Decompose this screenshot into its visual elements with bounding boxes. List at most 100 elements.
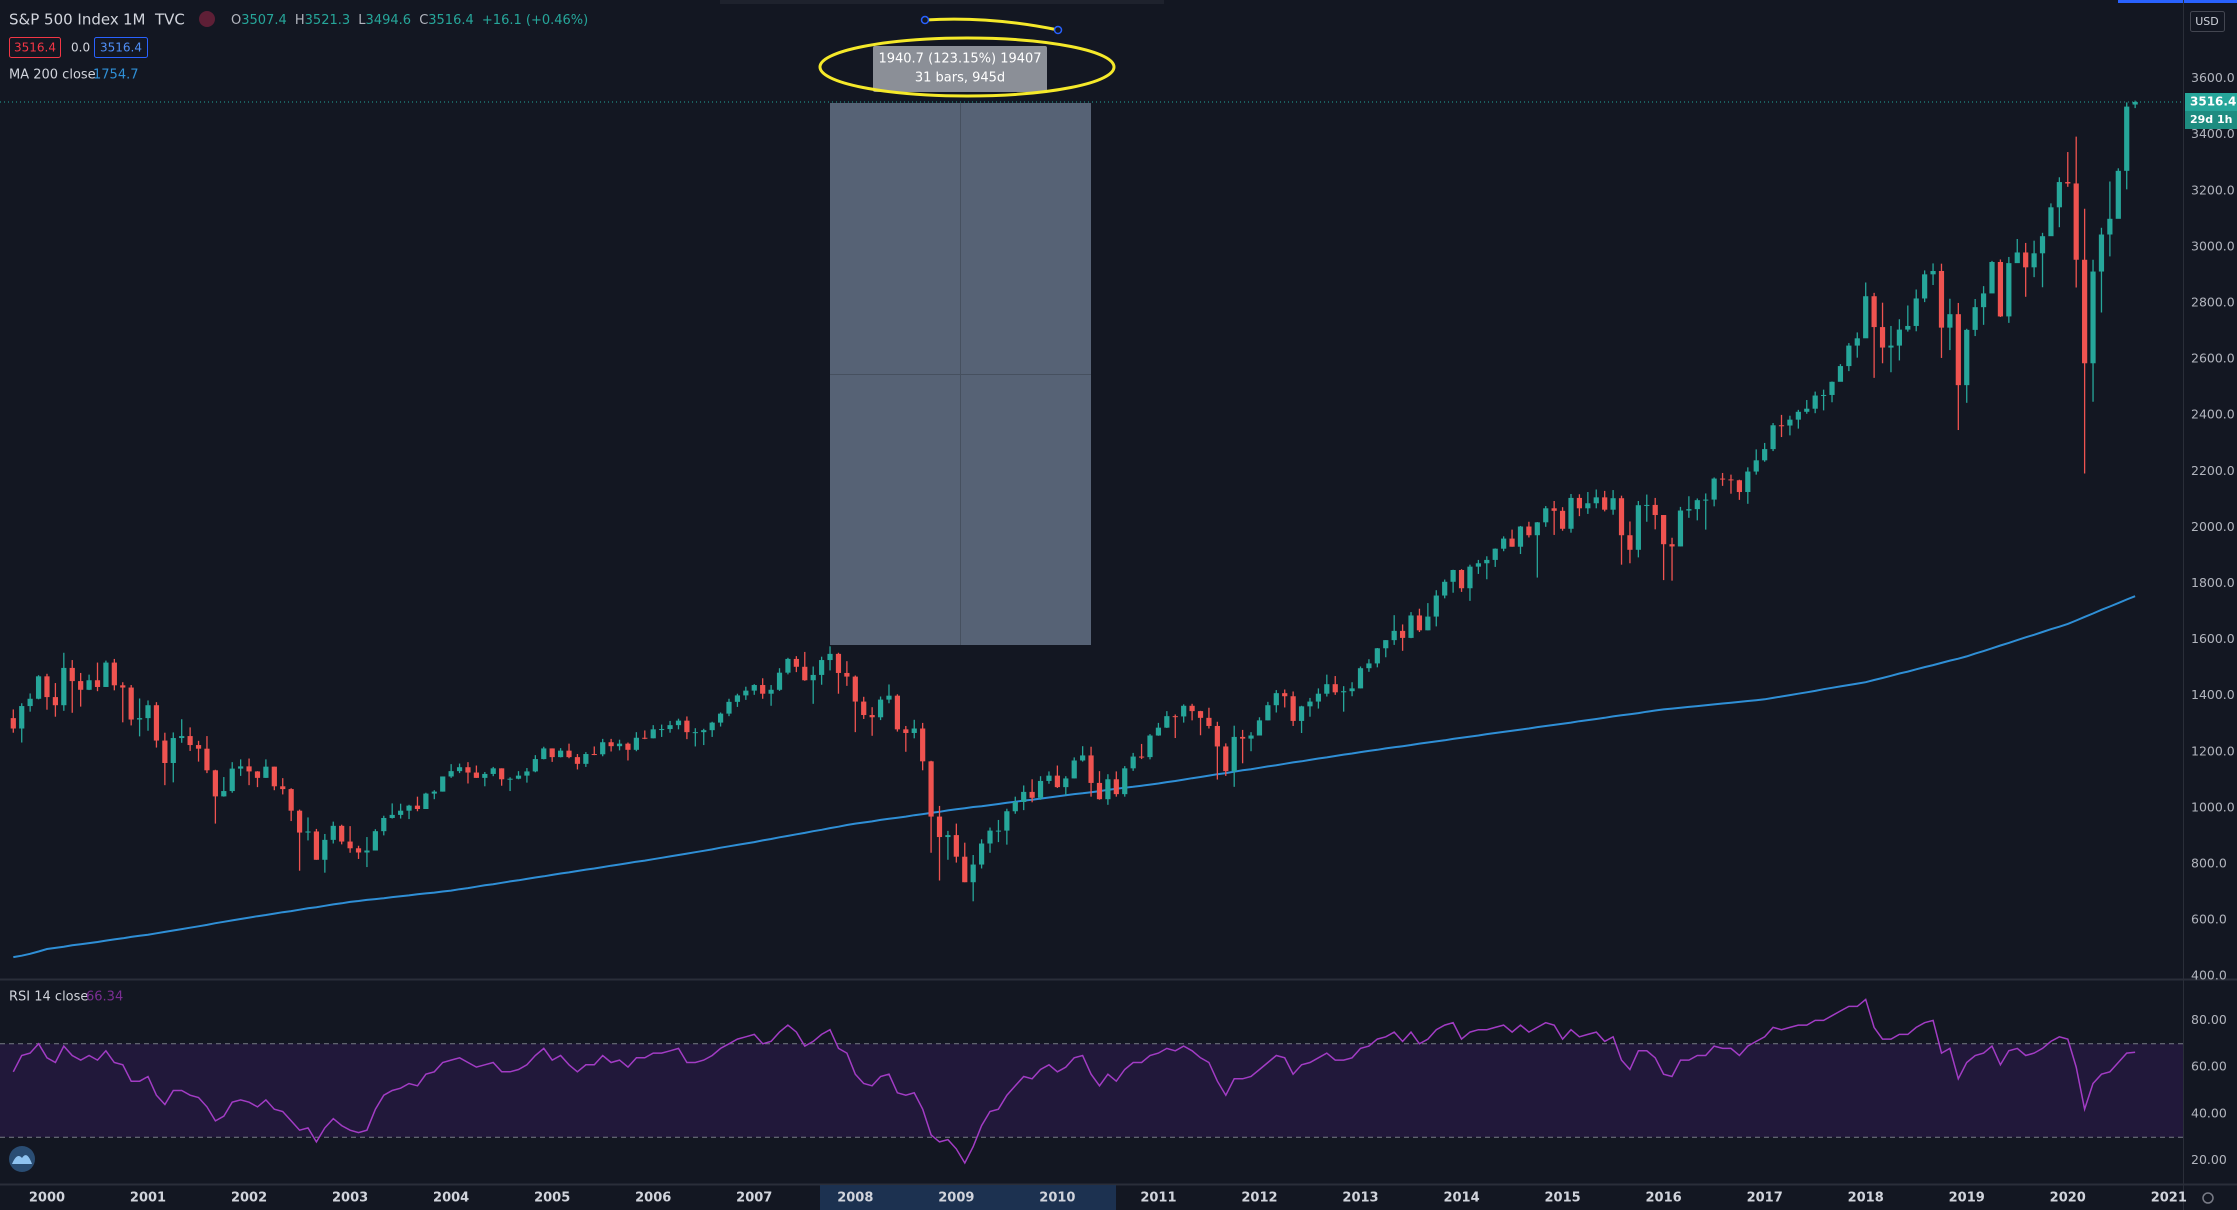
interval[interactable]: 1M: [123, 11, 146, 29]
anchor-handle[interactable]: [920, 15, 930, 25]
price-tick-label: 1600.0: [2191, 631, 2235, 646]
source: TVC: [154, 11, 185, 29]
input-value: 0.0: [71, 41, 90, 55]
time-range-highlight: [820, 1185, 1116, 1210]
input-box[interactable]: [9, 37, 61, 58]
ohlc-readout: O3507.4 H3521.3 L3494.6 C3516.4 +16.1 (+…: [231, 13, 588, 28]
candle-body: [970, 864, 976, 883]
candle-body: [827, 653, 833, 661]
candle-body: [515, 775, 522, 779]
candle-body: [1425, 616, 1431, 631]
candle-body: [1416, 615, 1423, 631]
price-tick-label: 2400.0: [2191, 407, 2235, 422]
candle-body: [1677, 510, 1684, 547]
last-price-tag: [2185, 92, 2237, 111]
candle-body: [1661, 515, 1667, 545]
candle-body: [1955, 314, 1961, 386]
input-value: 3516.4: [14, 41, 56, 55]
candle-body: [1534, 522, 1540, 536]
candle-body: [355, 848, 362, 853]
candle-body: [86, 680, 92, 690]
candle-body: [549, 748, 555, 758]
candle-body: [27, 698, 33, 707]
candle-body: [1635, 505, 1641, 550]
candle-body: [1214, 725, 1220, 747]
candle-body: [1644, 504, 1650, 506]
candle-body: [953, 835, 959, 857]
candle-body: [760, 685, 766, 694]
candle-body: [313, 831, 320, 860]
input-box[interactable]: [94, 37, 148, 58]
candle-body: [819, 660, 825, 675]
candle-body: [852, 676, 858, 702]
candle-body: [1096, 782, 1103, 800]
candle-body: [1509, 538, 1515, 547]
candle-body: [69, 667, 75, 682]
time-tick-label: 2007: [736, 1191, 772, 1206]
candle-body: [1703, 499, 1709, 501]
rsi-value: 66.34: [86, 990, 123, 1005]
candle-body: [406, 805, 412, 811]
candle-body: [574, 757, 581, 764]
candle-body: [2124, 106, 2130, 171]
candle-body: [10, 718, 16, 729]
candle-body: [793, 658, 799, 667]
candle-body: [768, 689, 774, 694]
candle-body: [776, 672, 783, 690]
candle-body: [928, 761, 934, 817]
candle-body: [945, 835, 951, 838]
candle-body: [1585, 503, 1591, 509]
settings-icon[interactable]: [2202, 1192, 2214, 1204]
time-tick-label: 2000: [29, 1191, 65, 1206]
candle-body: [1071, 760, 1077, 779]
candle-body: [254, 771, 261, 778]
candle-body: [1240, 736, 1246, 739]
price-tick-label: 1400.0: [2191, 687, 2235, 702]
candle-body: [1736, 480, 1742, 493]
candle-body: [1433, 595, 1439, 617]
candle-body: [785, 658, 791, 673]
candle-body: [1189, 705, 1195, 712]
candle-body: [153, 705, 160, 741]
candle-body: [642, 737, 648, 739]
candle-body: [490, 768, 496, 774]
ma-value: 1754.7: [93, 68, 139, 83]
currency-box[interactable]: [2190, 11, 2225, 32]
candle-body: [507, 778, 513, 780]
candle-body: [280, 786, 286, 790]
rsi-tick-label: 40.00: [2191, 1105, 2227, 1120]
candle-body: [229, 768, 235, 792]
candle-body: [802, 666, 808, 681]
candle-body: [2073, 183, 2079, 260]
candle-body: [1248, 735, 1254, 739]
candle-body: [2082, 259, 2088, 364]
candle-body: [1618, 498, 1625, 536]
ohlc-letter: L: [358, 13, 366, 28]
candle-body: [398, 810, 404, 815]
candle-body: [414, 805, 421, 810]
candle-body: [911, 728, 917, 733]
candle-body: [204, 748, 210, 771]
candle-body: [1753, 460, 1759, 472]
candle-body: [1501, 538, 1507, 549]
candle-body: [1770, 425, 1776, 450]
candle-body: [330, 825, 336, 840]
candle-body: [591, 754, 597, 756]
candle-body: [1559, 510, 1566, 529]
anchor-handle[interactable]: [1053, 25, 1063, 35]
measure-label-box: [873, 46, 1047, 92]
candle-body: [726, 701, 732, 714]
candle-body: [1021, 791, 1027, 802]
candle-body: [1997, 262, 2004, 317]
candle-body: [1812, 395, 1818, 409]
time-tick-label: 2019: [1949, 1191, 1985, 1206]
candle-body: [1576, 497, 1583, 509]
countdown-tag: [2185, 110, 2237, 129]
candle-body: [844, 672, 850, 677]
candle-body: [1602, 497, 1608, 510]
time-tick-label: 2001: [130, 1191, 166, 1206]
candle-body: [120, 685, 126, 688]
time-tick-label: 2015: [1544, 1191, 1580, 1206]
candle-body: [137, 718, 143, 720]
candle-body: [2023, 252, 2029, 268]
